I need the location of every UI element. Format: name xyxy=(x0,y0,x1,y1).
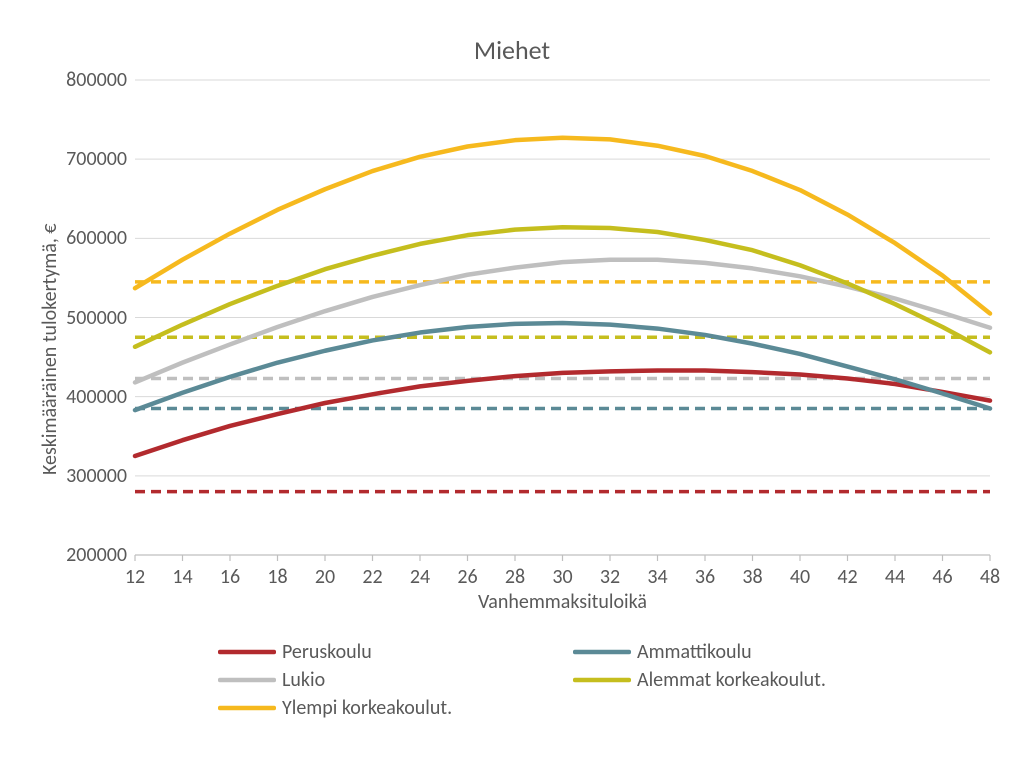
legend-label: Ylempi korkeakoulut. xyxy=(282,696,452,720)
legend-item-ammattikoulu: Ammattikoulu xyxy=(573,640,918,664)
legend-label: Lukio xyxy=(282,668,325,692)
x-tick-label: 42 xyxy=(837,565,857,589)
legend-item-alemmat: Alemmat korkeakoulut. xyxy=(573,668,918,692)
legend-swatch-alemmat xyxy=(573,672,631,688)
y-tick-label: 600000 xyxy=(37,226,127,250)
y-tick-label: 200000 xyxy=(37,543,127,567)
legend-item-ylemmi: Ylempi korkeakoulut. xyxy=(218,696,563,720)
y-tick-label: 800000 xyxy=(37,68,127,92)
plot-svg xyxy=(135,80,990,555)
y-tick-label: 700000 xyxy=(37,147,127,171)
x-tick-label: 12 xyxy=(125,565,145,589)
x-tick-label: 28 xyxy=(505,565,525,589)
x-tick-label: 44 xyxy=(885,565,905,589)
legend-label: Ammattikoulu xyxy=(637,640,752,664)
legend: Peruskoulu Ammattikoulu Lukio Alemmat korke… xyxy=(218,640,918,720)
x-tick-label: 16 xyxy=(220,565,240,589)
legend-swatch-ylemmi xyxy=(218,700,276,716)
x-tick-label: 36 xyxy=(695,565,715,589)
x-tick-label: 22 xyxy=(362,565,382,589)
legend-swatch-lukio xyxy=(218,672,276,688)
legend-swatch-peruskoulu xyxy=(218,644,276,660)
x-tick-label: 20 xyxy=(315,565,335,589)
chart-container: Miehet Keskimääräinen tulokertymä, € Van… xyxy=(0,0,1024,777)
x-axis-label: Vanhemmaksituloikä xyxy=(135,590,990,614)
series-peruskoulu xyxy=(135,371,990,457)
x-tick-label: 48 xyxy=(980,565,1000,589)
x-tick-label: 26 xyxy=(457,565,477,589)
x-tick-label: 40 xyxy=(790,565,810,589)
legend-item-lukio: Lukio xyxy=(218,668,563,692)
x-tick-label: 34 xyxy=(647,565,667,589)
x-tick-label: 14 xyxy=(172,565,192,589)
chart-title: Miehet xyxy=(0,34,1024,66)
x-tick-label: 38 xyxy=(742,565,762,589)
x-tick-label: 30 xyxy=(552,565,572,589)
legend-item-peruskoulu: Peruskoulu xyxy=(218,640,563,664)
y-axis-label: Keskimääräinen tulokertymä, € xyxy=(38,223,62,475)
x-tick-label: 46 xyxy=(932,565,952,589)
x-tick-label: 24 xyxy=(410,565,430,589)
x-tick-label: 18 xyxy=(267,565,287,589)
legend-label: Alemmat korkeakoulut. xyxy=(637,668,826,692)
legend-swatch-ammattikoulu xyxy=(573,644,631,660)
plot-area xyxy=(135,80,990,555)
y-tick-label: 500000 xyxy=(37,306,127,330)
y-tick-label: 400000 xyxy=(37,385,127,409)
x-tick-label: 32 xyxy=(600,565,620,589)
legend-label: Peruskoulu xyxy=(282,640,372,664)
y-tick-label: 300000 xyxy=(37,464,127,488)
